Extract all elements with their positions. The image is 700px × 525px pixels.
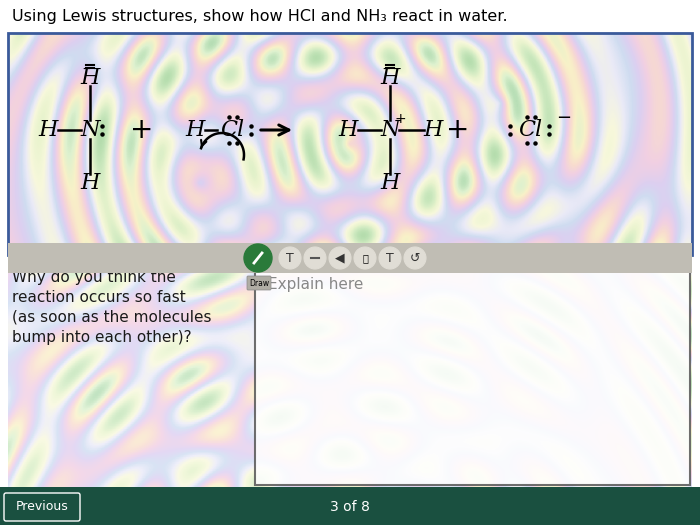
Text: N: N	[80, 119, 99, 141]
Text: ◀: ◀	[335, 251, 345, 265]
Circle shape	[379, 247, 401, 269]
Text: +: +	[447, 116, 470, 144]
Text: 🔒: 🔒	[362, 253, 368, 263]
Text: ↺: ↺	[410, 251, 420, 265]
Text: Cl: Cl	[518, 119, 542, 141]
Text: H: H	[424, 119, 442, 141]
Text: H: H	[80, 67, 99, 89]
Text: T: T	[386, 251, 394, 265]
Text: N: N	[380, 119, 400, 141]
FancyBboxPatch shape	[0, 0, 700, 490]
Text: (as soon as the molecules: (as soon as the molecules	[12, 310, 211, 325]
FancyBboxPatch shape	[8, 243, 692, 273]
Circle shape	[279, 247, 301, 269]
Text: Cl: Cl	[220, 119, 244, 141]
Text: H: H	[380, 67, 400, 89]
Text: 3 of 8: 3 of 8	[330, 500, 370, 514]
Circle shape	[354, 247, 376, 269]
Text: H: H	[186, 119, 204, 141]
FancyBboxPatch shape	[255, 267, 690, 485]
Text: +: +	[130, 116, 154, 144]
Text: +: +	[394, 112, 406, 126]
Circle shape	[244, 244, 272, 272]
Text: −: −	[556, 109, 572, 127]
Circle shape	[304, 247, 326, 269]
Text: T: T	[286, 251, 294, 265]
Circle shape	[329, 247, 351, 269]
FancyBboxPatch shape	[247, 276, 271, 290]
Text: H: H	[380, 172, 400, 194]
Text: Previous: Previous	[15, 500, 69, 513]
Text: Why do you think the: Why do you think the	[12, 270, 176, 285]
Text: H: H	[338, 119, 358, 141]
FancyBboxPatch shape	[0, 487, 700, 525]
Text: H: H	[38, 119, 57, 141]
Text: reaction occurs so fast: reaction occurs so fast	[12, 290, 186, 305]
FancyBboxPatch shape	[8, 33, 692, 255]
Text: Explain here: Explain here	[268, 277, 363, 292]
Text: H: H	[80, 172, 99, 194]
FancyBboxPatch shape	[4, 493, 80, 521]
Circle shape	[404, 247, 426, 269]
Text: Using Lewis structures, show how HCl and NH₃ react in water.: Using Lewis structures, show how HCl and…	[12, 9, 507, 25]
Text: Draw: Draw	[249, 278, 269, 288]
Text: bump into each other)?: bump into each other)?	[12, 330, 192, 345]
